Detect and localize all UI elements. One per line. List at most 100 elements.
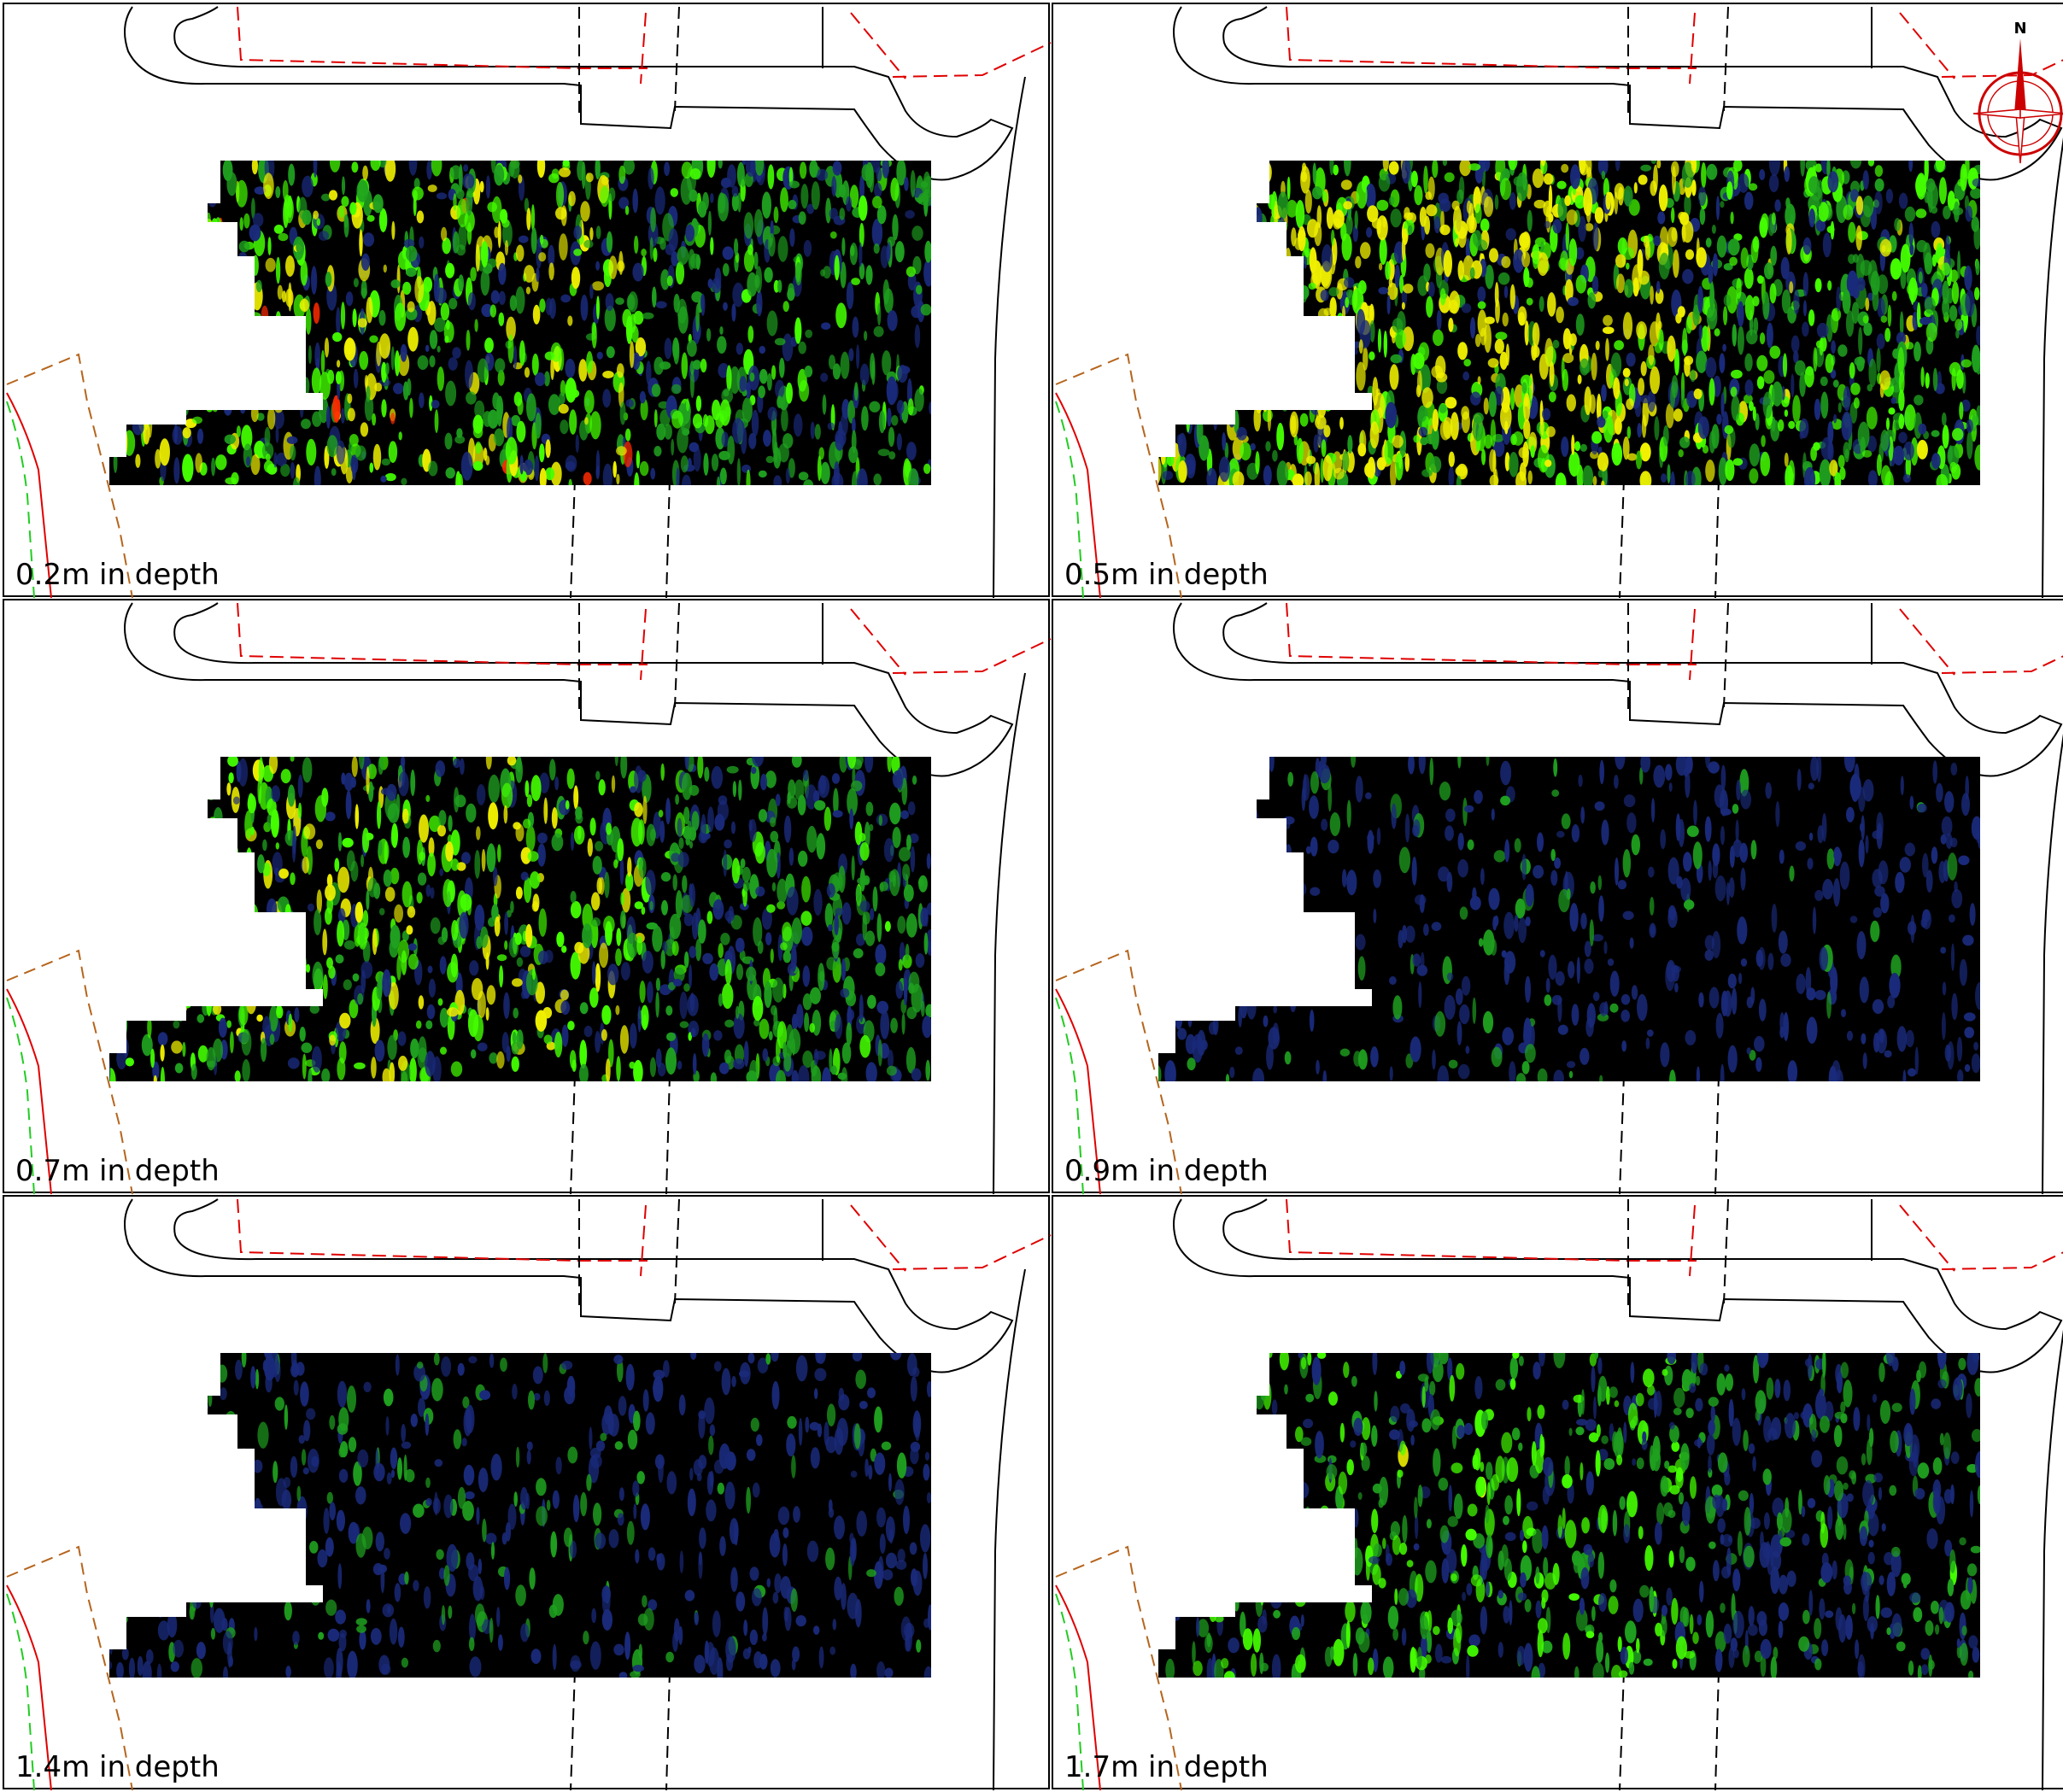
anomaly-mark	[841, 1067, 848, 1081]
anomaly-mark	[1336, 283, 1343, 300]
anomaly-mark	[671, 410, 683, 429]
anomaly-mark	[1439, 224, 1451, 236]
anomaly-mark	[908, 982, 915, 994]
anomaly-mark	[1327, 840, 1339, 854]
anomaly-mark	[558, 403, 569, 414]
anomaly-mark	[1638, 174, 1648, 185]
anomaly-mark	[322, 928, 328, 956]
anomaly-mark	[618, 382, 624, 408]
anomaly-mark	[531, 353, 539, 376]
anomaly-mark	[730, 366, 741, 395]
anomaly-mark	[678, 837, 684, 849]
anomaly-mark	[1286, 176, 1291, 200]
anomaly-mark	[717, 336, 727, 354]
anomaly-mark	[1554, 857, 1562, 870]
anomaly-mark	[483, 448, 488, 461]
anomaly-mark	[1876, 348, 1881, 373]
anomaly-mark	[255, 279, 262, 293]
anomaly-mark	[818, 963, 825, 992]
anomaly-mark	[1909, 243, 1914, 255]
anomaly-mark	[890, 1353, 902, 1361]
anomaly-mark	[273, 225, 284, 234]
anomaly-mark	[371, 1057, 377, 1079]
anomaly-mark	[668, 228, 678, 252]
anomaly-mark	[560, 989, 569, 1001]
anomaly-mark	[1472, 887, 1477, 902]
anomaly-mark	[477, 991, 486, 1018]
anomaly-mark	[1756, 354, 1768, 372]
anomaly-mark	[649, 900, 653, 911]
anomaly-mark	[288, 163, 296, 186]
anomaly-mark	[1444, 172, 1455, 183]
anomaly-mark	[1385, 401, 1398, 429]
anomaly-mark	[681, 352, 689, 379]
anomaly-mark	[182, 427, 191, 439]
anomaly-mark	[318, 231, 329, 241]
anomaly-mark	[1392, 435, 1404, 448]
anomaly-mark	[1876, 823, 1883, 850]
anomaly-mark	[1473, 230, 1482, 247]
anomaly-mark	[1848, 221, 1856, 243]
anomaly-mark	[1591, 275, 1599, 295]
anomaly-mark	[442, 879, 454, 907]
anomaly-mark	[233, 796, 240, 805]
anomaly-mark	[303, 823, 316, 840]
anomaly-mark	[589, 817, 596, 836]
anomaly-mark	[417, 355, 429, 370]
anomaly-mark	[637, 770, 647, 782]
anomaly-mark	[444, 432, 453, 450]
anomaly-mark	[639, 460, 649, 477]
anomaly-mark	[1951, 888, 1963, 909]
anomaly-mark	[706, 1499, 717, 1522]
anomaly-mark	[1720, 764, 1726, 791]
anomaly-mark	[796, 1004, 804, 1029]
anomaly-mark	[642, 1014, 648, 1031]
anomaly-mark	[381, 361, 387, 383]
anomaly-mark	[290, 461, 296, 479]
anomaly-mark	[1748, 183, 1758, 191]
anomaly-mark	[1727, 238, 1740, 256]
anomaly-mark	[771, 1380, 780, 1410]
anomaly-mark	[381, 458, 390, 466]
anomaly-mark	[1696, 1066, 1701, 1081]
anomaly-mark	[378, 333, 391, 359]
anomaly-mark	[655, 301, 667, 309]
anomaly-mark	[911, 225, 923, 241]
anomaly-mark	[641, 249, 647, 257]
anomaly-mark	[226, 172, 237, 196]
anomaly-mark	[507, 334, 514, 364]
anomaly-mark	[1533, 864, 1544, 879]
anomaly-mark	[688, 249, 695, 271]
anomaly-mark	[779, 357, 785, 378]
anomaly-mark	[1369, 421, 1380, 449]
anomaly-mark	[1653, 164, 1658, 193]
anomaly-mark	[1917, 803, 1927, 813]
anomaly-mark	[1603, 940, 1608, 955]
anomaly-mark	[1450, 412, 1459, 441]
anomaly-mark	[1504, 420, 1509, 435]
anomaly-mark	[1674, 348, 1679, 376]
anomaly-mark	[577, 161, 584, 181]
anomaly-mark	[651, 384, 661, 397]
anomaly-mark	[275, 256, 281, 284]
anomaly-mark	[765, 770, 777, 788]
anomaly-mark	[798, 471, 809, 481]
anomaly-mark	[1343, 277, 1355, 289]
anomaly-mark	[712, 899, 724, 920]
anomaly-mark	[1957, 250, 1961, 279]
anomaly-mark	[1426, 296, 1433, 318]
anomaly-mark	[724, 959, 732, 986]
anomaly-mark	[1521, 853, 1527, 881]
anomaly-mark	[378, 378, 391, 387]
anomaly-mark	[747, 272, 758, 297]
anomaly-mark	[569, 409, 577, 435]
anomaly-mark	[1880, 893, 1890, 914]
anomaly-mark	[373, 1462, 385, 1482]
anomaly-mark	[1603, 414, 1614, 443]
anomaly-mark	[591, 892, 601, 911]
anomaly-mark	[1846, 806, 1855, 823]
anomaly-mark	[632, 262, 644, 282]
anomaly-mark	[806, 825, 818, 853]
anomaly-mark	[1399, 274, 1404, 294]
anomaly-mark	[887, 757, 893, 773]
